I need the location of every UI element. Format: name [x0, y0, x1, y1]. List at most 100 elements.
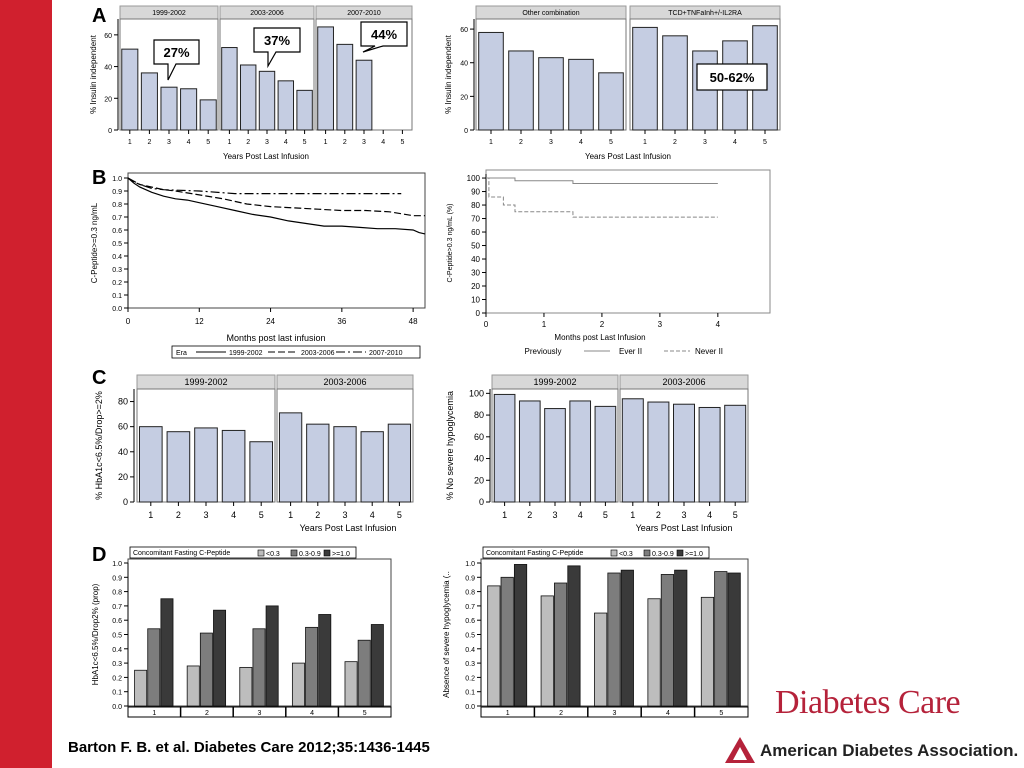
bar	[194, 427, 218, 503]
x-tick-label: 5	[733, 510, 738, 520]
legend-label: Ever II	[619, 347, 642, 356]
x-tick-label: 5	[603, 510, 608, 520]
y-tick-label: 0.4	[465, 647, 475, 654]
legend-swatch	[643, 549, 651, 557]
y-tick-label: 0.3	[465, 661, 475, 668]
y-tick-label: 0.7	[465, 604, 475, 611]
legend-label: >=1.0	[332, 551, 350, 558]
x-tick-label: 3	[362, 139, 366, 146]
x-tick-label: 5	[719, 710, 723, 717]
y-tick-label: 80	[474, 410, 484, 420]
y-tick-label: 80	[471, 201, 480, 210]
x-tick-label: 12	[195, 317, 204, 326]
bar	[199, 99, 217, 131]
y-tick-label: 0.4	[112, 254, 122, 261]
bar	[249, 441, 274, 503]
x-tick-label: 3	[552, 510, 557, 520]
bar	[199, 632, 213, 707]
facet-title: TCD+TNFaInh+/-IL2RA	[668, 10, 742, 17]
y-tick-label: 0	[476, 309, 481, 318]
y-tick-label: 40	[104, 65, 112, 72]
bar	[277, 80, 295, 131]
bar	[700, 596, 715, 707]
y-tick-label: 0	[108, 128, 112, 135]
bar	[513, 564, 528, 707]
facet-title: 2003-2006	[662, 377, 705, 387]
legend-swatch	[257, 549, 265, 557]
x-tick-label: 4	[707, 510, 712, 520]
x-tick-label: 1	[152, 710, 156, 717]
bar	[166, 431, 191, 503]
y-tick-label: 0.6	[112, 618, 122, 625]
x-tick-label: 3	[681, 510, 686, 520]
bar	[213, 609, 227, 707]
bar	[518, 400, 541, 503]
y-tick-label: 0.0	[112, 704, 122, 711]
x-tick-label: 36	[337, 317, 346, 326]
x-tick-label: 2	[559, 710, 563, 717]
bar	[714, 571, 728, 707]
x-tick-label: 4	[578, 510, 583, 520]
legend-label: >=1.0	[685, 551, 703, 558]
x-tick-label: 1	[643, 139, 647, 146]
x-tick-label: 4	[284, 139, 288, 146]
x-tick-label: 3	[703, 139, 707, 146]
facet-title: 1999-2002	[533, 377, 576, 387]
legend-label: 1999-2002	[229, 350, 263, 357]
y-tick-label: 60	[460, 27, 468, 34]
legend-label: <0.3	[266, 551, 280, 558]
bar	[673, 403, 695, 503]
y-tick-label: 0.5	[465, 633, 475, 640]
x-axis-label: Months post last infusion	[226, 333, 325, 343]
x-tick-label: 1	[542, 320, 547, 329]
y-tick-label: 0.9	[465, 575, 475, 582]
x-tick-label: 4	[716, 320, 721, 329]
x-axis-label: Months post Last Infusion	[554, 333, 645, 342]
x-tick-label: 4	[733, 139, 737, 146]
bar	[544, 408, 566, 503]
bar	[569, 400, 592, 503]
y-tick-label: 0.2	[465, 675, 475, 682]
y-tick-label: 30	[471, 269, 480, 278]
y-axis-label: % HbA1c<6.5%/Drop>=2%	[94, 391, 104, 500]
x-tick-label: 1	[630, 510, 635, 520]
x-axis-label: Years Post Last Infusion	[300, 523, 397, 533]
y-tick-label: 60	[474, 432, 484, 442]
x-tick-label: 0	[126, 317, 131, 326]
bar	[291, 662, 305, 707]
y-axis-label: % No severe hypoglycemia	[445, 391, 455, 500]
side-accent-bar	[0, 0, 52, 768]
y-tick-label: 0.5	[112, 241, 122, 248]
y-tick-label: 20	[474, 475, 484, 485]
bar	[567, 565, 581, 707]
x-axis-label: Years Post Last Infusion	[223, 152, 309, 161]
x-tick-label: 3	[203, 510, 208, 520]
bar	[258, 70, 276, 131]
bar	[221, 429, 246, 503]
x-tick-label: 1	[502, 510, 507, 520]
y-tick-label: 10	[471, 296, 480, 305]
x-tick-label: 2	[315, 510, 320, 520]
bar	[333, 426, 357, 503]
y-tick-label: 20	[460, 94, 468, 101]
callout-50-62	[696, 63, 768, 91]
y-tick-label: 0.0	[465, 704, 475, 711]
bar	[357, 639, 371, 707]
y-tick-label: 40	[471, 255, 480, 264]
panel-letter-c: C	[92, 367, 106, 389]
x-tick-label: 4	[187, 139, 191, 146]
x-tick-label: 2	[519, 139, 523, 146]
facet-title: 1999-2002	[184, 377, 227, 387]
y-tick-label: 0.3	[112, 661, 122, 668]
x-tick-label: 24	[266, 317, 275, 326]
bar	[180, 88, 198, 131]
x-tick-label: 4	[370, 510, 375, 520]
legend-title: Concomitant Fasting C-Peptide	[486, 550, 583, 557]
bar	[674, 569, 688, 707]
legend-title: Era	[176, 350, 187, 357]
bar	[239, 64, 257, 131]
y-axis-label: % Insulin independent	[444, 34, 453, 114]
bar	[662, 35, 688, 131]
bar	[355, 59, 373, 131]
y-tick-label: 50	[471, 242, 480, 251]
